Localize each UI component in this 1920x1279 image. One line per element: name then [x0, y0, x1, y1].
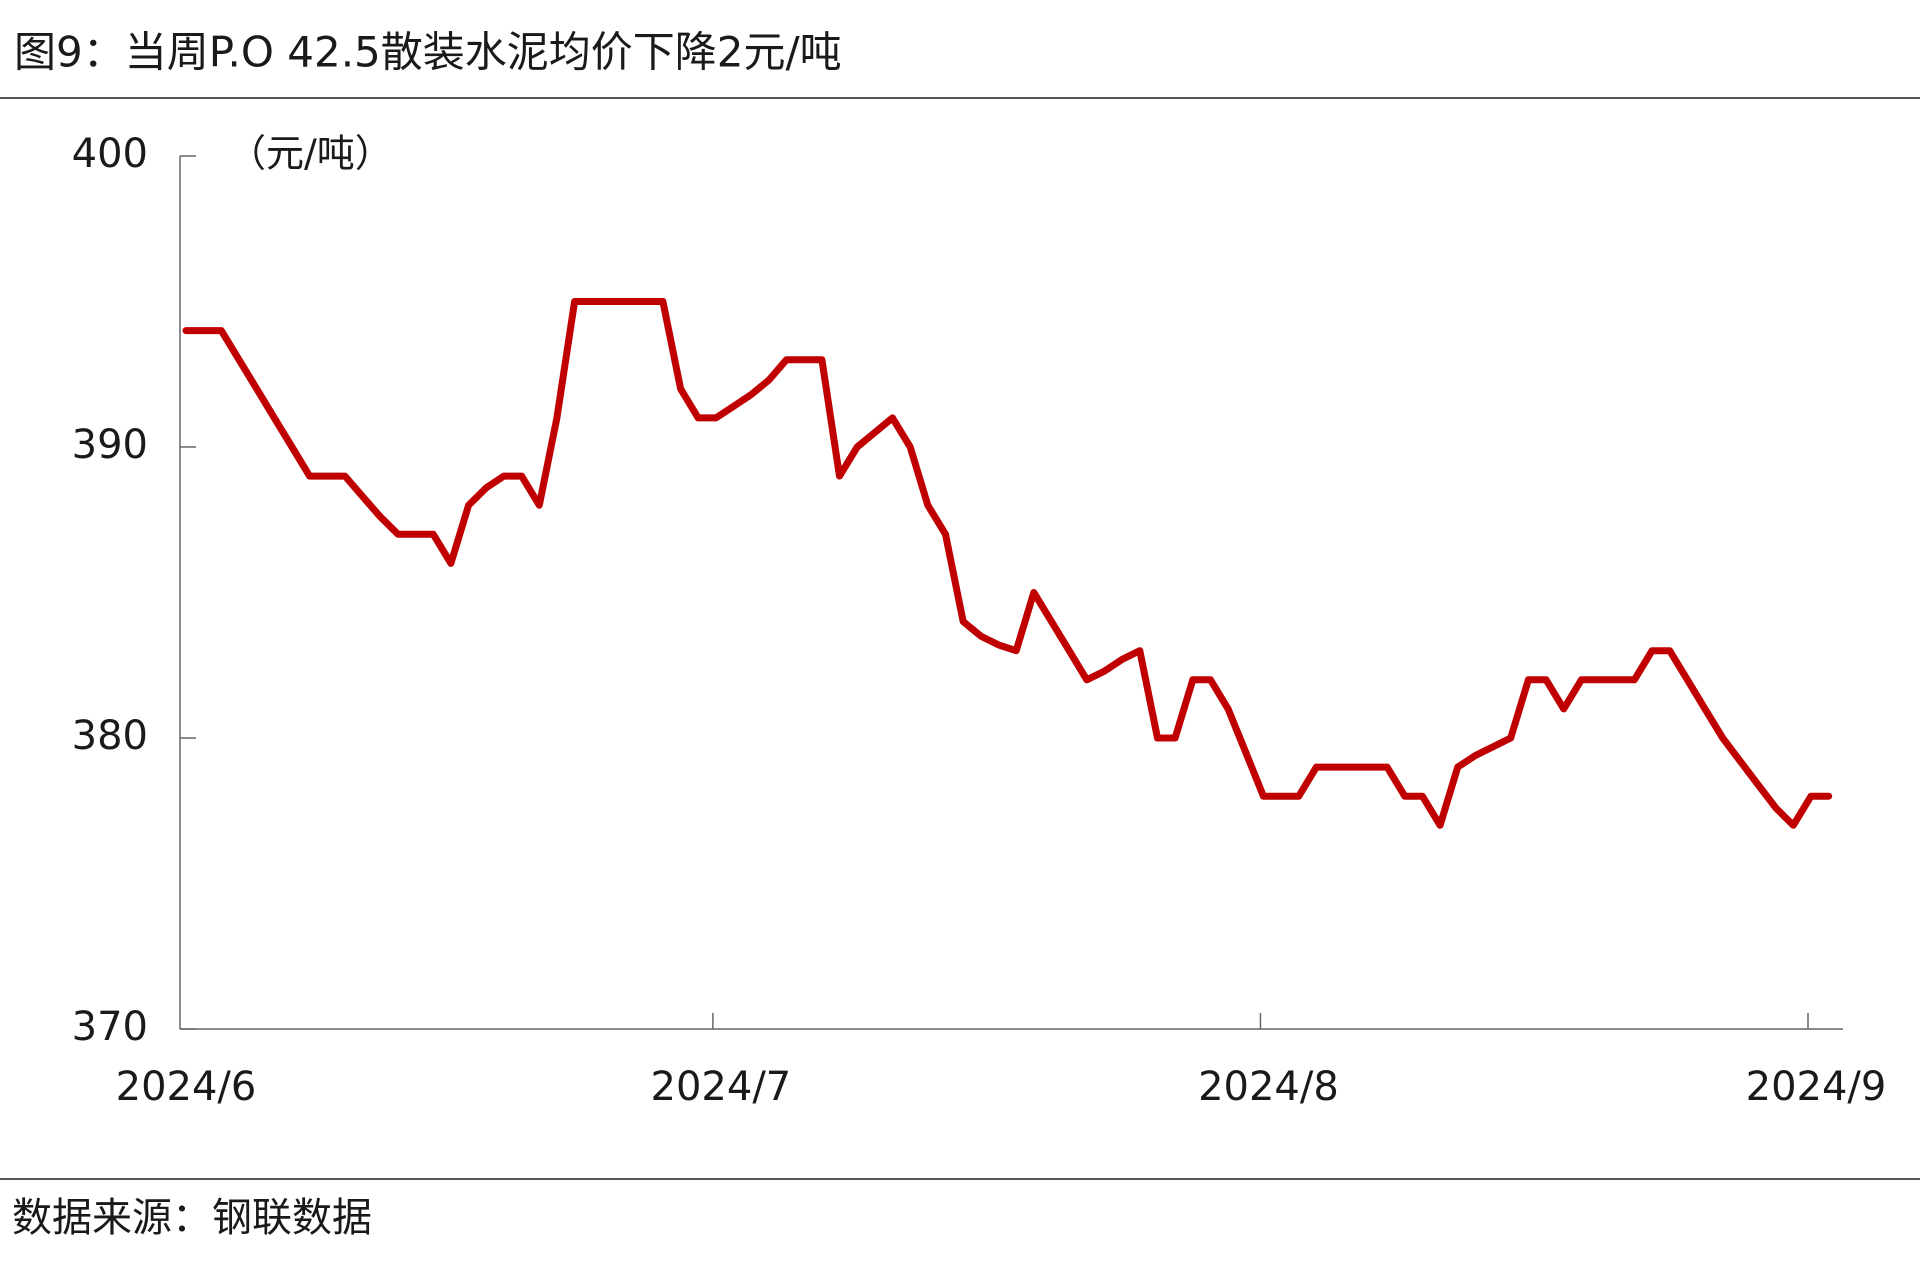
x-tick-label: 2024/8 — [1198, 1064, 1339, 1110]
x-tick-label: 2024/6 — [116, 1064, 257, 1110]
y-tick-label: 390 — [72, 422, 148, 468]
y-tick-label: 400 — [72, 131, 148, 177]
x-tick-label: 2024/9 — [1746, 1064, 1887, 1110]
line-series — [182, 298, 1833, 829]
y-tick-label: 370 — [72, 1004, 148, 1050]
x-tick-label: 2024/7 — [651, 1064, 792, 1110]
y-tick-label: 380 — [72, 713, 148, 759]
y-axis-unit: （元/吨） — [228, 132, 393, 176]
source-note: 数据来源：钢联数据 — [12, 1195, 372, 1241]
chart-title: 图9：当周P.O 42.5散装水泥均价下降2元/吨 — [14, 28, 842, 77]
